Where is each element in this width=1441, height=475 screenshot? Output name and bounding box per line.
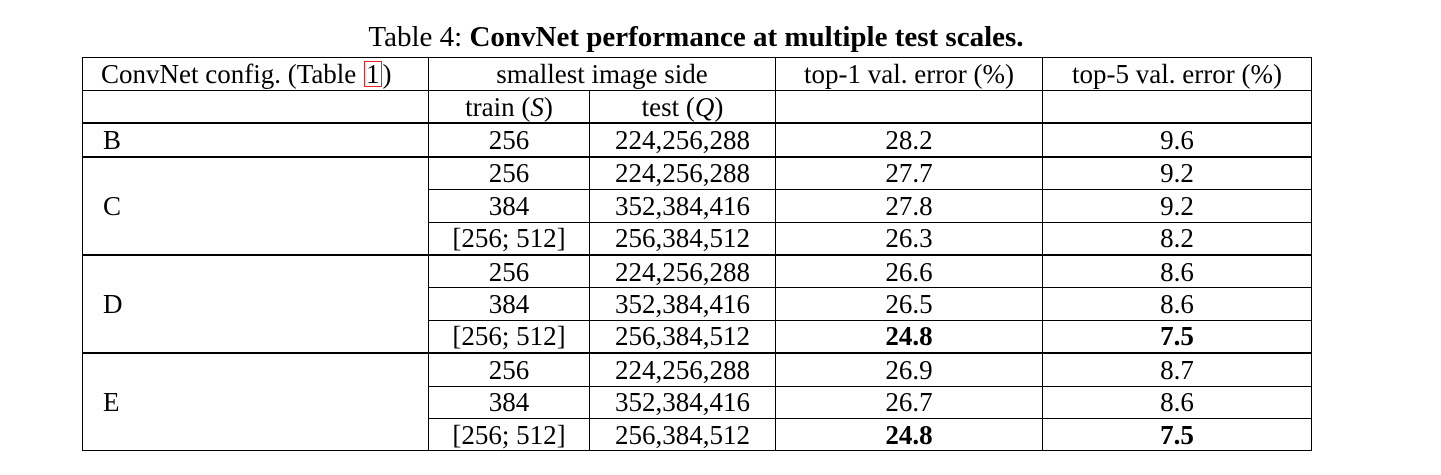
header-test-close: ) — [714, 91, 724, 122]
top1-cell: 28.2 — [775, 122, 1044, 158]
test-cell: 256,384,512 — [588, 417, 777, 452]
top1-cell: 27.8 — [775, 189, 1044, 223]
table-row: B 256 224,256,288 28.2 9.6 — [82, 122, 1313, 158]
header-config-text: ConvNet config. (Table — [101, 59, 364, 89]
header-row-2: train (S) test (Q) — [82, 90, 1313, 124]
table-row: 384 352,384,416 26.5 8.6 — [83, 287, 1313, 321]
header-top1: top-1 val. error (%) — [775, 57, 1044, 91]
table-row: 384 352,384,416 26.7 8.6 — [83, 385, 1313, 419]
train-cell: 384 — [428, 189, 590, 223]
table-row: 384 352,384,416 27.8 9.2 — [83, 189, 1313, 223]
top5-cell: 7.5 — [1042, 319, 1313, 354]
top5-cell: 9.6 — [1042, 122, 1313, 158]
top1-cell: 27.7 — [775, 155, 1044, 191]
table-row: [256; 512] 256,384,512 24.8 7.5 — [83, 417, 1313, 452]
train-cell: [256; 512] — [428, 319, 590, 354]
top5-cell: 8.6 — [1042, 287, 1313, 321]
header-test: test (Q) — [588, 90, 777, 124]
top1-cell: 26.6 — [775, 253, 1044, 289]
train-cell: 256 — [428, 253, 590, 289]
header-config: ConvNet config. (Table 1) — [82, 57, 429, 91]
header-top5-blank — [1042, 90, 1313, 124]
top5-cell: 8.7 — [1042, 352, 1313, 387]
header-config-close: ) — [382, 59, 392, 89]
test-cell: 352,384,416 — [588, 189, 777, 223]
table-body: ConvNet config. (Table 1) smallest image… — [82, 57, 1313, 452]
test-cell: 352,384,416 — [588, 287, 777, 321]
top5-cell: 7.5 — [1042, 417, 1313, 452]
config-cell: B — [82, 122, 429, 158]
header-smallest-image-side: smallest image side — [427, 57, 777, 91]
config-cell: C — [82, 155, 429, 256]
config-cell: D — [82, 253, 429, 354]
top1-cell: 24.8 — [775, 417, 1044, 452]
header-row-1: ConvNet config. (Table 1) smallest image… — [82, 57, 1313, 91]
results-table: ConvNet config. (Table 1) smallest image… — [82, 57, 1313, 452]
train-cell: 384 — [428, 287, 590, 321]
train-cell: 256 — [428, 352, 590, 387]
caption-prefix: Table 4: — [368, 21, 470, 53]
train-cell: [256; 512] — [428, 417, 590, 452]
top1-cell: 24.8 — [775, 319, 1044, 354]
table-row: C 256 224,256,288 27.7 9.2 — [82, 155, 1313, 256]
train-cell: 256 — [428, 155, 590, 191]
header-test-symbol: Q — [694, 91, 715, 122]
table-row: [256; 512] 256,384,512 24.8 7.5 — [83, 319, 1313, 354]
top1-cell: 26.5 — [775, 287, 1044, 321]
test-cell: 352,384,416 — [588, 385, 777, 419]
test-cell: 256,384,512 — [588, 221, 777, 256]
train-cell: [256; 512] — [428, 221, 590, 256]
header-config-blank — [82, 90, 429, 124]
test-cell: 224,256,288 — [588, 122, 777, 158]
top5-cell: 9.2 — [1042, 189, 1313, 223]
top5-cell: 8.2 — [1042, 221, 1313, 256]
caption-title: ConvNet performance at multiple test sca… — [469, 21, 1024, 53]
test-cell: 224,256,288 — [588, 352, 777, 387]
header-top5: top-5 val. error (%) — [1042, 57, 1313, 91]
test-cell: 224,256,288 — [588, 253, 777, 289]
table-reference-link[interactable]: 1 — [364, 59, 382, 89]
table-row: D 256 224,256,288 26.6 8.6 — [82, 253, 1313, 354]
top1-cell: 26.3 — [775, 221, 1044, 256]
test-cell: 256,384,512 — [588, 319, 777, 354]
top5-cell: 8.6 — [1042, 385, 1313, 419]
top5-cell: 8.6 — [1042, 253, 1313, 289]
table-caption: Table 4: ConvNet performance at multiple… — [82, 18, 1310, 56]
header-test-text: test ( — [641, 91, 695, 122]
header-train-close: ) — [543, 91, 553, 122]
table-row: E 256 224,256,288 26.9 8.7 — [82, 352, 1313, 452]
top1-cell: 26.7 — [775, 385, 1044, 419]
header-train-text: train ( — [465, 91, 531, 122]
top1-cell: 26.9 — [775, 352, 1044, 387]
header-top1-blank — [775, 90, 1044, 124]
config-cell: E — [82, 352, 429, 452]
header-train-symbol: S — [530, 91, 544, 122]
header-train: train (S) — [428, 90, 590, 124]
train-cell: 256 — [428, 122, 590, 158]
test-cell: 224,256,288 — [588, 155, 777, 191]
top5-cell: 9.2 — [1042, 155, 1313, 191]
train-cell: 384 — [428, 385, 590, 419]
